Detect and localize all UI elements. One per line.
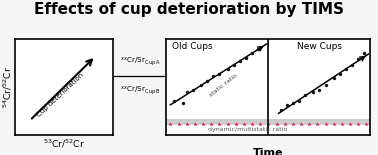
Text: Old Cups: Old Cups xyxy=(172,42,212,51)
Bar xyxy=(166,119,370,125)
Text: Time: Time xyxy=(253,148,284,155)
Point xyxy=(208,122,214,125)
Point xyxy=(274,122,280,125)
Point xyxy=(343,68,349,71)
Point xyxy=(331,122,337,125)
X-axis label: $^{53}$Cr/$^{52}$Cr: $^{53}$Cr/$^{52}$Cr xyxy=(43,138,85,150)
Point xyxy=(265,122,271,125)
Point xyxy=(192,122,198,125)
Point xyxy=(225,122,231,125)
Point xyxy=(180,102,186,104)
Point xyxy=(339,122,345,125)
Text: New Cups: New Cups xyxy=(297,42,342,51)
Point xyxy=(216,122,222,125)
Point xyxy=(306,122,312,125)
Point xyxy=(282,122,288,125)
Point xyxy=(167,122,174,125)
Point xyxy=(302,94,308,97)
Point xyxy=(198,84,204,86)
Y-axis label: $^{54}$Cr/$^{52}$Cr: $^{54}$Cr/$^{52}$Cr xyxy=(2,66,14,108)
Point xyxy=(210,75,216,77)
Point xyxy=(249,122,255,125)
Point xyxy=(316,88,322,91)
Point xyxy=(172,100,178,102)
Point xyxy=(349,64,355,66)
Point xyxy=(190,88,196,91)
Point xyxy=(337,73,343,75)
Point xyxy=(298,122,304,125)
Point xyxy=(284,104,290,107)
Point xyxy=(255,48,261,50)
Text: dynamic/multistatic ratio: dynamic/multistatic ratio xyxy=(208,127,288,132)
Text: static ratio: static ratio xyxy=(209,73,239,97)
Point xyxy=(347,122,353,125)
Point xyxy=(363,122,369,125)
Point xyxy=(249,52,255,55)
Point xyxy=(175,122,181,125)
Text: Cup deterioration: Cup deterioration xyxy=(36,71,85,118)
Point xyxy=(277,109,284,111)
Point xyxy=(322,122,328,125)
Point xyxy=(290,122,296,125)
Point xyxy=(200,122,206,125)
Point xyxy=(243,57,249,59)
Point xyxy=(237,60,243,63)
Point xyxy=(310,91,316,93)
Point xyxy=(225,68,231,71)
Text: $^{xx}$Cr/Sr$_{\mathregular{Cup\,B}}$: $^{xx}$Cr/Sr$_{\mathregular{Cup\,B}}$ xyxy=(120,84,160,97)
Point xyxy=(257,122,263,125)
Point xyxy=(355,58,361,60)
Point xyxy=(331,77,337,80)
Point xyxy=(233,122,239,125)
Point xyxy=(296,100,302,102)
Point xyxy=(231,64,237,66)
Point xyxy=(290,102,296,104)
Point xyxy=(184,91,190,93)
Text: $^{xx}$Cr/Sr$_{\mathregular{Cup\,A}}$: $^{xx}$Cr/Sr$_{\mathregular{Cup\,A}}$ xyxy=(119,55,160,68)
Point xyxy=(322,84,328,86)
Text: Effects of cup deterioration by TIMS: Effects of cup deterioration by TIMS xyxy=(34,2,344,17)
Point xyxy=(204,79,210,82)
Point xyxy=(216,73,222,75)
Point xyxy=(241,122,247,125)
Point xyxy=(184,122,190,125)
Point xyxy=(355,122,361,125)
Point xyxy=(361,52,367,55)
Point xyxy=(314,122,321,125)
